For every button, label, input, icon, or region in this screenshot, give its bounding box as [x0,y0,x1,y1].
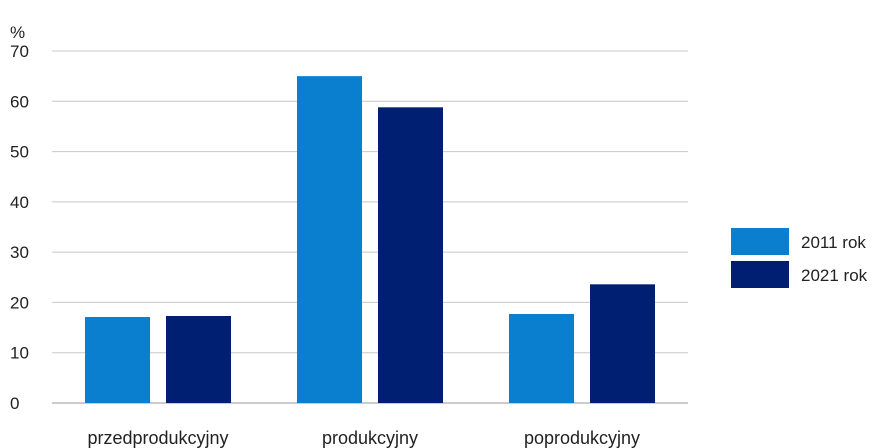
y-tick-label: 50 [10,143,29,162]
y-tick-label: 60 [10,92,29,111]
bars [85,76,655,404]
y-axis-ticks: 0 10 20 30 40 50 60 70 [10,42,29,413]
legend-label: 2021 rok [801,266,868,285]
bar-produkcyjny-2011-rok [297,76,362,404]
y-tick-label: 20 [10,293,29,312]
legend-swatch-2011-rok [731,228,789,255]
y-tick-label: 10 [10,344,29,363]
y-tick-label: 40 [10,193,29,212]
legend-label: 2011 rok [801,233,866,252]
legend: 2011 rok 2021 rok [731,228,868,288]
x-axis-labels: przedprodukcyjny produkcyjny poprodukcyjny [87,428,640,448]
grid-lines [52,50,688,404]
legend-swatch-2021-rok [731,261,789,288]
y-tick-label: 70 [10,42,29,61]
bar-przedprodukcyjny-2021-rok [166,316,231,403]
y-tick-label: 0 [10,394,19,413]
y-tick-label: 30 [10,243,29,262]
x-category-label: poprodukcyjny [524,428,640,448]
y-axis-unit-label: % [10,23,25,42]
x-category-label: produkcyjny [322,428,418,448]
bar-poprodukcyjny-2021-rok [590,284,655,403]
bar-przedprodukcyjny-2011-rok [85,317,150,403]
bar-poprodukcyjny-2011-rok [509,313,574,403]
x-category-label: przedprodukcyjny [87,428,228,448]
bar-produkcyjny-2021-rok [378,107,443,403]
